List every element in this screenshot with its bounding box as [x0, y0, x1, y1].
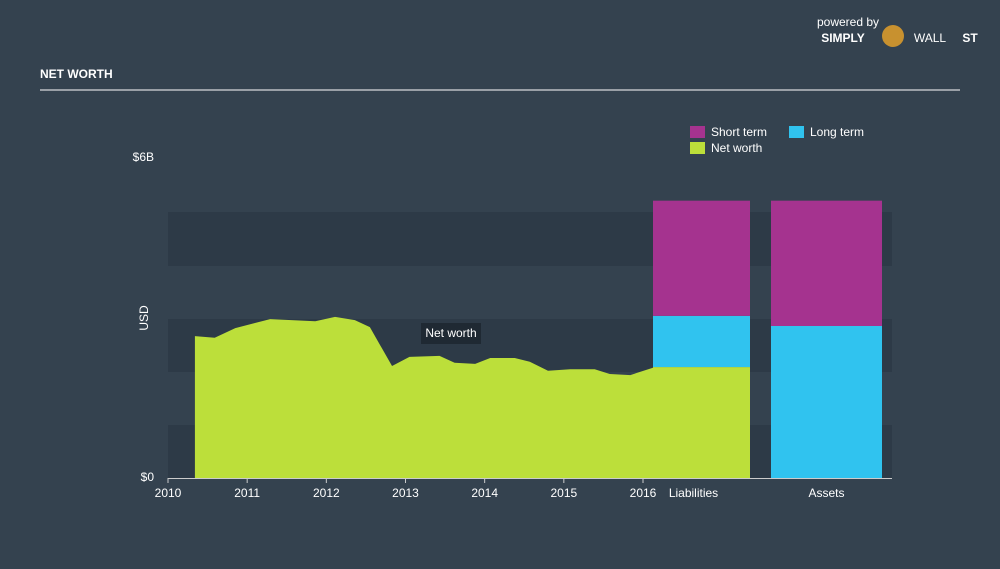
legend-swatch [690, 142, 705, 154]
y-tick-label: $0 [141, 470, 155, 484]
legend-label: Short term [711, 125, 767, 139]
category-label: Liabilities [669, 486, 718, 500]
stack-bar [653, 367, 750, 478]
x-tick-label: 2016 [630, 486, 657, 500]
stack-bar [771, 326, 882, 478]
category-label: Assets [808, 486, 844, 500]
y-axis-label: USD [137, 305, 151, 331]
header-title: NET WORTH [40, 67, 113, 81]
annotation: Net worth [425, 326, 476, 340]
legend-label: Net worth [711, 141, 762, 155]
logo-powered: powered by [817, 15, 879, 29]
x-tick-label: 2014 [471, 486, 498, 500]
x-tick-label: 2012 [313, 486, 340, 500]
x-tick-label: 2011 [234, 486, 260, 500]
logo-icon [882, 25, 904, 47]
logo-st: ST [962, 31, 978, 45]
logo-simply: SIMPLY [821, 31, 865, 45]
x-tick-label: 2015 [550, 486, 577, 500]
legend-label: Long term [810, 125, 864, 139]
logo-wall: WALL [914, 31, 947, 45]
legend-swatch [690, 126, 705, 138]
stack-bar [653, 315, 750, 368]
net-worth-area [194, 316, 655, 478]
stack-bar [771, 200, 882, 326]
x-tick-label: 2010 [155, 486, 182, 500]
y-tick-label: $6B [133, 150, 154, 164]
annotation-box [421, 323, 481, 344]
plot: $0 $6B 2010 2011 2012 2013 2014 2015 2016 Liabili… [133, 125, 882, 500]
legend-swatch [789, 126, 804, 138]
x-tick-label: 2013 [392, 486, 419, 500]
stack-bar [653, 200, 750, 316]
